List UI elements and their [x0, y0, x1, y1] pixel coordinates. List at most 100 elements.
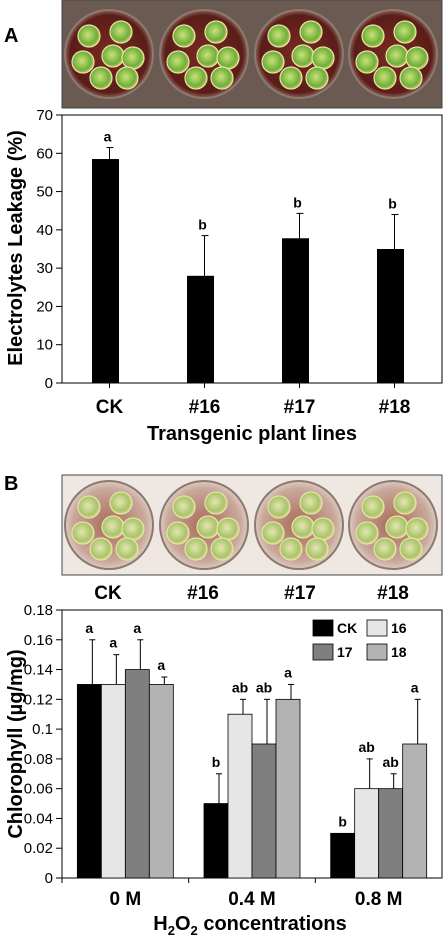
leaf-disc: [216, 517, 240, 541]
photo-leaf-discs-h2o2: [61, 474, 443, 576]
x-category-label: 0 M: [109, 889, 141, 910]
chart-electrolyte-leakage: Electrolytes Leakage (%) Transgenic plan…: [5, 107, 443, 445]
leaf-disc: [101, 44, 125, 68]
significance-label: b: [388, 196, 397, 212]
bar-CK-0M: [76, 684, 102, 879]
leaf-disc: [405, 46, 429, 70]
leaf-disc: [210, 66, 234, 90]
x-category-label: #17: [284, 397, 316, 418]
chart-a-frame: [61, 114, 443, 384]
photo-a-well-1: [64, 9, 154, 99]
leaf-disc: [184, 537, 208, 561]
leaf-disc: [305, 537, 329, 561]
bar-18-0.8M: [402, 743, 428, 879]
y-tick-label: 0.16: [24, 632, 53, 649]
significance-label: ab: [382, 754, 398, 770]
legend-swatch-CK: [312, 619, 334, 637]
bar-16-0M: [100, 684, 126, 879]
significance-label: ab: [232, 679, 248, 695]
y-tick-label: 40: [36, 222, 53, 239]
leaf-disc: [77, 24, 101, 48]
leaf-disc: [172, 495, 196, 519]
y-tick-label: 0.18: [24, 602, 53, 619]
leaf-disc: [399, 537, 423, 561]
leaf-disc: [373, 537, 397, 561]
significance-label: a: [284, 664, 292, 680]
y-tick-label: 50: [36, 184, 53, 201]
significance-label: a: [109, 635, 117, 651]
bar-CK-0.4M: [203, 803, 229, 879]
legend-label-CK: CK: [337, 620, 357, 636]
photo-label-ck: CK: [94, 583, 122, 604]
photo-label-16: #16: [187, 583, 219, 604]
photo-label-18: #18: [377, 583, 409, 604]
x-category-label: #16: [189, 397, 221, 418]
photo-a-well-2: [159, 9, 249, 99]
panel-letter-a: A: [4, 25, 18, 47]
leaf-disc: [291, 515, 315, 539]
chart-a-ylabel: Electrolytes Leakage (%): [5, 130, 27, 366]
leaf-disc: [115, 537, 139, 561]
chart-b-xlabel: H2O2 concentrations: [153, 913, 346, 938]
leaf-disc: [299, 491, 323, 515]
bar-18-0.4M: [275, 698, 301, 879]
y-tick-label: 0.06: [24, 781, 53, 798]
leaf-disc: [121, 517, 145, 541]
legend-swatch-17: [312, 643, 334, 661]
leaf-disc: [393, 20, 417, 44]
leaf-disc: [261, 521, 285, 545]
leaf-disc: [115, 66, 139, 90]
leaf-disc: [196, 515, 220, 539]
photo-a-well-3: [254, 9, 344, 99]
leaf-disc: [204, 20, 228, 44]
legend-label-17: 17: [337, 644, 353, 660]
leaf-disc: [109, 20, 133, 44]
legend-swatch-16: [366, 619, 388, 637]
leaf-disc: [373, 66, 397, 90]
leaf-disc: [361, 495, 385, 519]
leaf-disc: [196, 44, 220, 68]
significance-label: b: [338, 813, 347, 829]
significance-label: b: [198, 217, 207, 233]
panel-letter-b: B: [4, 473, 18, 495]
leaf-disc: [279, 66, 303, 90]
leaf-disc: [305, 66, 329, 90]
legend-swatch-18: [366, 643, 388, 661]
leaf-disc: [361, 24, 385, 48]
leaf-disc: [77, 495, 101, 519]
leaf-disc: [101, 515, 125, 539]
bar-#18: [377, 249, 404, 383]
leaf-disc: [267, 495, 291, 519]
y-tick-label: 0.02: [24, 840, 53, 857]
leaf-disc: [71, 521, 95, 545]
significance-label: b: [212, 754, 221, 770]
leaf-disc: [121, 46, 145, 70]
leaf-disc: [385, 515, 409, 539]
leaf-disc: [311, 517, 335, 541]
y-tick-label: 10: [36, 337, 53, 354]
significance-label: a: [85, 620, 93, 636]
bar-17-0.4M: [251, 743, 277, 879]
y-tick-label: 0.08: [24, 751, 53, 768]
leaf-disc: [311, 46, 335, 70]
significance-label: a: [157, 657, 165, 673]
xlabel-sub-2a: 2: [168, 923, 175, 938]
leaf-disc: [210, 537, 234, 561]
xlabel-o: O: [175, 913, 191, 935]
xlabel-sub-2b: 2: [191, 923, 198, 938]
bar-16-0.4M: [227, 713, 253, 879]
bar-CK: [92, 159, 119, 383]
bar-#16: [187, 275, 214, 383]
leaf-disc: [166, 521, 190, 545]
leaf-disc: [89, 537, 113, 561]
bar-#17: [282, 238, 309, 383]
leaf-disc: [71, 50, 95, 74]
bar-17-0.8M: [378, 788, 404, 879]
significance-label: a: [133, 620, 141, 636]
y-tick-label: 30: [36, 260, 53, 277]
photo-b-well-2: [159, 480, 249, 570]
photo-b-well-1: [64, 480, 154, 570]
leaf-disc: [89, 66, 113, 90]
leaf-disc: [279, 537, 303, 561]
